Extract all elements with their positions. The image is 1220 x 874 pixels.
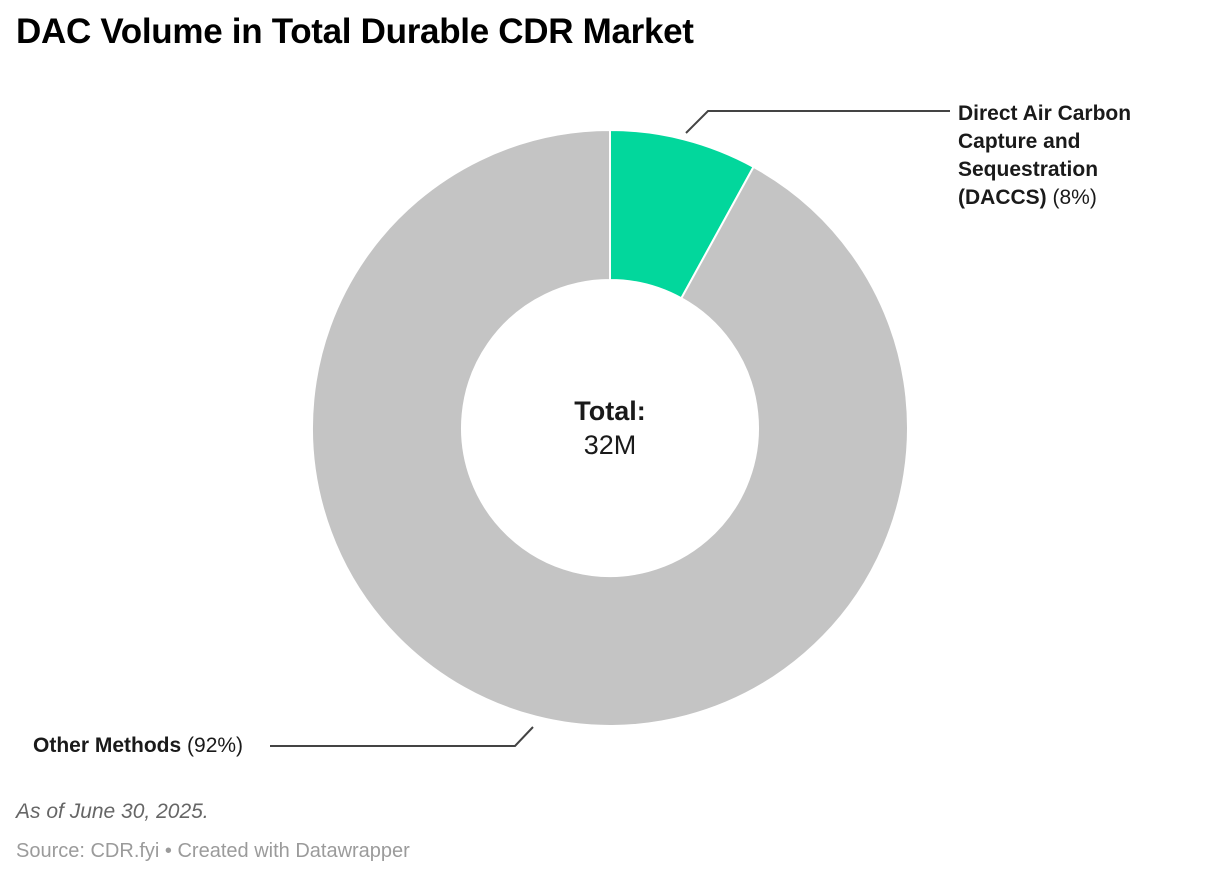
chart-note: As of June 30, 2025. — [16, 800, 209, 823]
donut-center-label: Total: 32M — [574, 394, 645, 462]
daccs-label-line-1: Direct Air Carbon — [958, 102, 1132, 125]
donut-slices — [311, 128, 909, 727]
total-label: Total: — [574, 396, 646, 426]
daccs-label-line-4: (DACCS) — [958, 186, 1047, 209]
pie-slice-other-methods — [311, 128, 909, 727]
slice-label-other: Other Methods (92%) — [33, 732, 243, 760]
total-value: 32M — [583, 430, 637, 460]
slice-label-daccs: Direct Air Carbon Capture and Sequestrat… — [958, 100, 1188, 212]
daccs-label-line-3: Sequestration — [958, 158, 1099, 181]
daccs-label-percent: (8%) — [1052, 186, 1097, 209]
daccs-label-line-2: Capture and — [958, 130, 1081, 153]
connector-line-other — [270, 726, 534, 747]
other-label-name: Other Methods — [33, 734, 182, 757]
chart-title: DAC Volume in Total Durable CDR Market — [16, 12, 694, 51]
connector-line-daccs — [685, 110, 950, 134]
chart-source: Source: CDR.fyi • Created with Datawrapp… — [16, 840, 410, 862]
other-label-percent: (92%) — [187, 734, 244, 757]
